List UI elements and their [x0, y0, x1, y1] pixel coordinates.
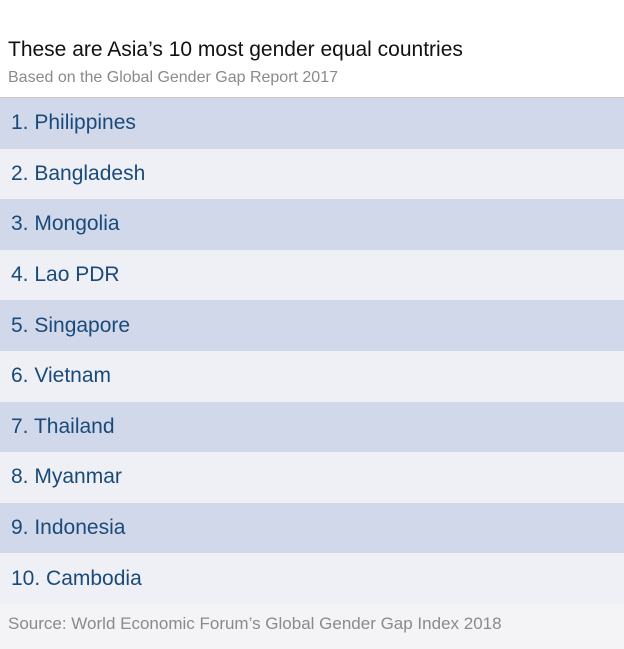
ranking-row-label: 10. Cambodia: [11, 566, 142, 590]
ranking-row: 8. Myanmar: [0, 452, 624, 503]
ranking-row-label: 6. Vietnam: [11, 364, 112, 388]
chart-title: These are Asia’s 10 most gender equal co…: [8, 38, 463, 61]
chart-source: Source: World Economic Forum’s Global Ge…: [8, 614, 502, 633]
chart-header: These are Asia’s 10 most gender equal co…: [0, 0, 624, 98]
ranking-row-label: 1. Philippines: [11, 111, 136, 135]
ranking-row-label: 8. Myanmar: [11, 465, 122, 489]
ranking-row: 9. Indonesia: [0, 502, 624, 554]
ranking-row: 7. Thailand: [0, 401, 624, 453]
ranking-row-label: 9. Indonesia: [11, 516, 126, 540]
ranking-row: 10. Cambodia: [0, 553, 624, 604]
ranking-row: 5. Singapore: [0, 300, 624, 351]
ranking-row: 6. Vietnam: [0, 351, 624, 402]
ranking-row: 4. Lao PDR: [0, 249, 624, 301]
ranking-row-label: 7. Thailand: [11, 414, 115, 438]
ranking-row-label: 2. Bangladesh: [11, 161, 146, 185]
ranking-row-label: 3. Mongolia: [11, 212, 120, 236]
ranking-list: 1. Philippines 2. Bangladesh 3. Mongolia 4.…: [0, 98, 624, 604]
source-band: [0, 604, 624, 649]
ranking-row: 2. Bangladesh: [0, 148, 624, 200]
chart-subtitle: Based on the Global Gender Gap Report 20…: [8, 69, 338, 86]
header-divider: [0, 97, 624, 98]
ranking-row-label: 5. Singapore: [11, 313, 131, 337]
ranking-row: 1. Philippines: [0, 98, 624, 149]
ranking-row-label: 4. Lao PDR: [11, 263, 120, 287]
ranking-row: 3. Mongolia: [0, 199, 624, 250]
